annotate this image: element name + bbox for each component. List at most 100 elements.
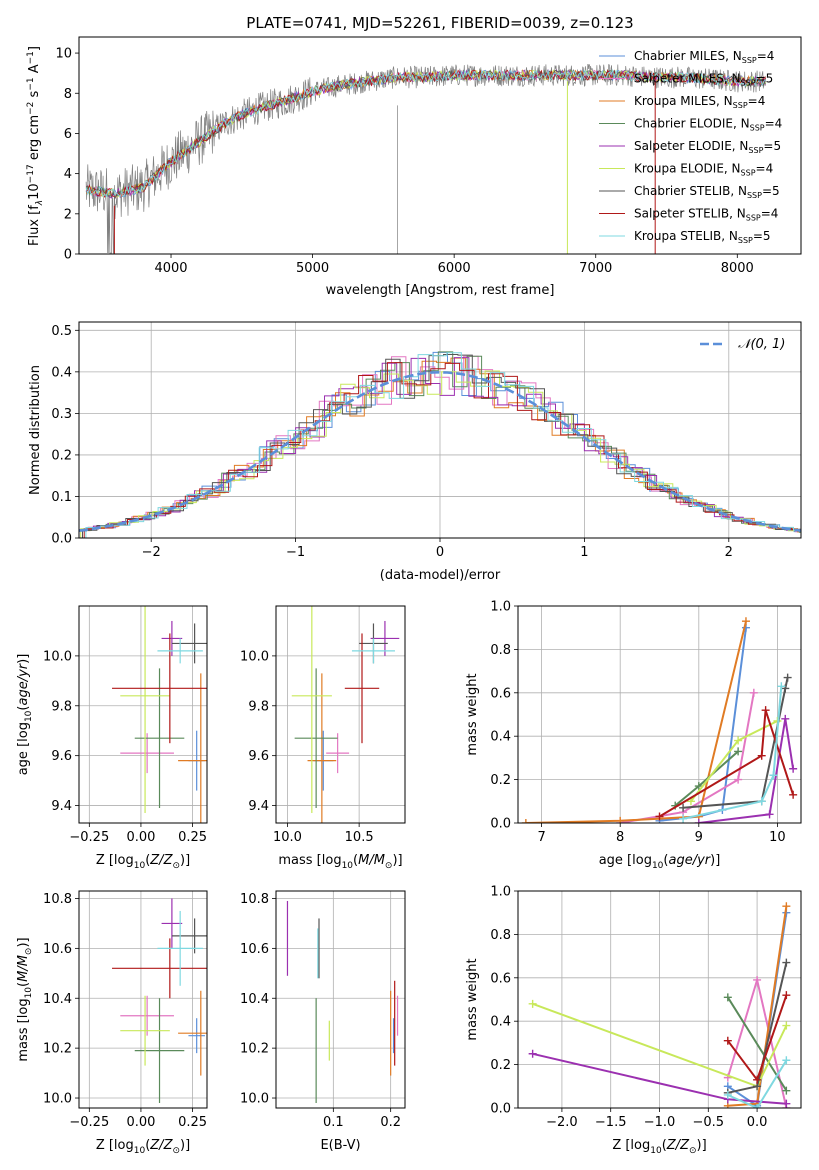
point-marker xyxy=(528,1049,537,1058)
axes-frame xyxy=(78,605,208,824)
plot-area xyxy=(79,351,801,538)
x-tick-label: −1.5 xyxy=(595,1115,627,1130)
legend-entry: Chabrier MILES, NSSP=4 xyxy=(634,49,774,65)
y-tick-label: 8 xyxy=(64,87,72,102)
model-kroupa-elodie xyxy=(85,68,766,198)
y-tick-label: 0.8 xyxy=(490,643,511,658)
y-tick-label: 10.8 xyxy=(43,892,72,907)
x-tick-label: 7 xyxy=(537,830,545,845)
point-marker xyxy=(782,1099,791,1108)
point-marker xyxy=(782,902,791,911)
x-tick-label: −0.5 xyxy=(693,1115,725,1130)
histogram-kroupa-stelib xyxy=(85,352,801,538)
plot-area xyxy=(112,606,207,823)
x-tick-label: 8 xyxy=(616,830,624,845)
y-tick-label: 0.4 xyxy=(490,730,511,745)
y-tick-label: 10.0 xyxy=(43,1092,72,1107)
x-tick-label: 0.00 xyxy=(126,1115,155,1130)
point-marker xyxy=(679,814,688,823)
point-marker xyxy=(753,1075,762,1084)
point-marker xyxy=(761,706,770,715)
y-tick-label: 0.8 xyxy=(490,928,511,943)
legend-entry: Salpeter STELIB, NSSP=4 xyxy=(634,207,778,223)
y-tick-label: 6 xyxy=(64,127,72,142)
x-tick-label: 6000 xyxy=(438,261,471,276)
point-marker xyxy=(734,775,743,784)
x-tick-label: 9 xyxy=(695,830,703,845)
legend-entry: Chabrier STELIB, NSSP=5 xyxy=(634,184,780,200)
y-tick-label: 1.0 xyxy=(490,885,511,900)
model-salpeter-stelib xyxy=(86,69,766,198)
x-tick-label: 2 xyxy=(725,545,733,560)
panel-age_vs_mass: 10.0 10.5 9.4 9.6 9.8 10.0 mass [log10(M/M⊙)] xyxy=(240,605,406,871)
point-marker xyxy=(781,714,790,723)
legend-entry: 𝒩(0, 1) xyxy=(738,337,785,352)
x-tick-label: 0.25 xyxy=(178,1115,207,1130)
y-axis-label: Normed distribution xyxy=(28,365,43,495)
point-marker xyxy=(757,797,766,806)
y-tick-label: 9.6 xyxy=(51,749,72,764)
point-marker xyxy=(723,993,732,1002)
y-tick-label: 10 xyxy=(55,47,72,62)
point-marker xyxy=(741,617,750,626)
line-salpeter-stelib xyxy=(658,709,795,818)
y-tick-label: 10.2 xyxy=(240,1042,269,1057)
line-chabrier-stelib xyxy=(683,677,789,809)
y-tick-label: 0.3 xyxy=(51,407,72,422)
panel-spectrum: 4000 5000 6000 7000 8000 0 2 4 6 8 10 wavelength [A… xyxy=(26,36,802,298)
x-tick-label: 0.25 xyxy=(178,830,207,845)
y-tick-label: 0 xyxy=(64,248,72,263)
model-kroupa-miles xyxy=(85,68,766,198)
y-tick-label: 0.5 xyxy=(51,324,72,339)
axes-frame xyxy=(275,605,406,824)
x-tick-label: 4000 xyxy=(154,261,187,276)
panel-residuals: −2 −1 0 1 2 0.0 0.1 0.2 0.3 0.4 0.5 𝒩(0, 1) (data-mo… xyxy=(28,321,802,583)
point-marker xyxy=(616,816,625,823)
panel-mass_weight_vs_Z: −2.0 −1.5 −1.0 −0.5 0.0 0.0 0.2 0.4 0.6 0.8 1.0 Z [… xyxy=(465,885,802,1156)
point-marker xyxy=(528,999,537,1008)
legend-entry: Salpeter ELODIE, NSSP=5 xyxy=(634,139,781,155)
y-tick-label: 10.4 xyxy=(240,992,269,1007)
y-tick-label: 0.2 xyxy=(490,773,511,788)
point-marker xyxy=(782,991,791,1000)
y-axis-label: Flux [fλ10−17 erg cm−2 s−1 A−1] xyxy=(26,46,45,246)
y-tick-label: 10.8 xyxy=(240,892,269,907)
histogram-kroupa-elodie xyxy=(80,370,801,538)
x-axis-label: age [log10(age/yr)] xyxy=(599,853,721,871)
axes-frame xyxy=(517,890,802,1109)
legend-entry: Kroupa STELIB, NSSP=5 xyxy=(634,229,771,245)
axes-frame xyxy=(78,36,802,255)
y-tick-label: 0.0 xyxy=(51,532,72,547)
x-axis-label: Z [log10(Z/Z⊙)] xyxy=(96,1138,190,1156)
x-tick-label: −1.0 xyxy=(644,1115,676,1130)
point-marker xyxy=(723,1036,732,1045)
y-tick-label: 2 xyxy=(64,207,72,222)
x-tick-label: −0.25 xyxy=(69,1115,109,1130)
panel-mass_weight_vs_age: 7 8 9 10 0.0 0.2 0.4 0.6 0.8 1.0 age [log10(age/yr… xyxy=(465,600,802,871)
x-axis-label: (data-model)/error xyxy=(380,568,501,583)
x-tick-label: −1 xyxy=(286,545,305,560)
point-marker xyxy=(765,810,774,819)
point-marker xyxy=(782,1021,791,1030)
plot-area xyxy=(85,63,766,254)
x-axis-label: wavelength [Angstrom, rest frame] xyxy=(326,283,555,298)
plot-area xyxy=(521,617,798,823)
x-tick-label: 7000 xyxy=(579,261,612,276)
x-tick-label: 0.1 xyxy=(323,1115,344,1130)
y-tick-label: 9.6 xyxy=(248,749,269,764)
model-chabrier-stelib xyxy=(85,68,766,200)
panel-age_vs_Z: −0.25 0.00 0.25 9.4 9.6 9.8 10.0 Z [log10(Z/Z⊙)… xyxy=(16,605,208,871)
line-kroupa-stelib xyxy=(682,686,783,820)
y-tick-label: 9.8 xyxy=(51,699,72,714)
plot-area xyxy=(286,900,399,1104)
x-tick-label: −2 xyxy=(142,545,161,560)
y-axis-label: mass weight xyxy=(465,673,480,755)
axes-frame xyxy=(517,605,802,824)
observed-spectrum xyxy=(85,63,766,254)
line-salpeter-elodie xyxy=(698,718,795,823)
point-marker xyxy=(734,747,743,756)
legend-entry: Salpeter MILES, NSSP=5 xyxy=(634,72,773,88)
panel-mass_vs_Z: −0.25 0.00 0.25 10.0 10.2 10.4 10.6 10.8 Z [log1… xyxy=(16,890,208,1156)
point-marker xyxy=(777,682,786,691)
y-axis-label: age [log10(age/yr)] xyxy=(16,654,34,776)
